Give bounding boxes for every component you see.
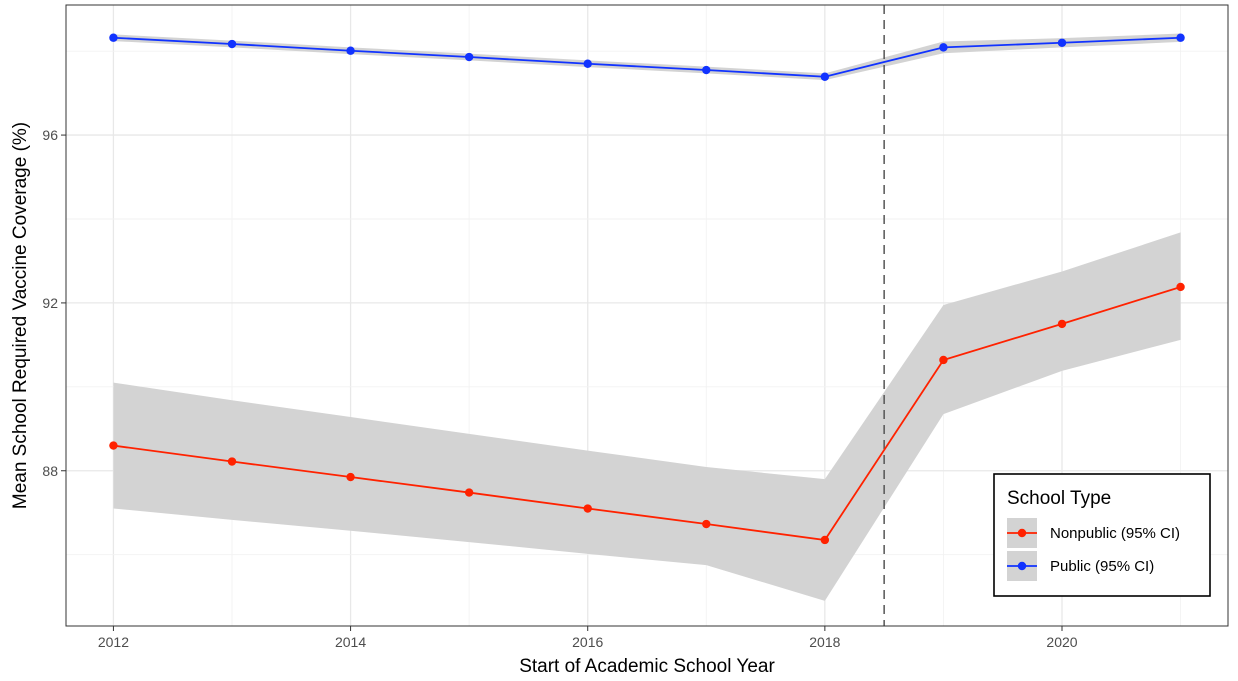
- data-point: [346, 472, 355, 482]
- y-axis-tick-labels: 88 92 96: [42, 127, 58, 479]
- x-tick-label: 2014: [335, 634, 366, 650]
- ci-band: [113, 232, 1181, 601]
- data-point: [820, 72, 830, 81]
- legend-item: Public (95% CI): [1007, 551, 1154, 581]
- data-point: [1176, 33, 1185, 42]
- y-tick-label: 96: [42, 127, 58, 143]
- series-lines: [113, 36, 1181, 541]
- data-point: [464, 488, 474, 497]
- ci-bands: [113, 33, 1181, 601]
- series-line: [113, 36, 1181, 78]
- data-point: [583, 504, 592, 513]
- legend: School Type Nonpublic (95% CI) Public (95…: [993, 473, 1211, 597]
- legend-title: School Type: [1007, 488, 1111, 509]
- legend-item: Nonpublic (95% CI): [1007, 518, 1180, 548]
- panel-border: [65, 4, 1229, 627]
- legend-items: Nonpublic (95% CI) Public (95% CI): [1007, 518, 1180, 581]
- data-point: [1057, 319, 1067, 329]
- data-point: [1057, 38, 1067, 47]
- y-axis-title: Mean School Required Vaccine Coverage (%…: [10, 122, 31, 509]
- y-tick-label: 88: [42, 463, 58, 479]
- x-axis-title: Start of Academic School Year: [519, 656, 775, 677]
- data-point: [939, 355, 948, 365]
- ci-band: [113, 33, 1181, 81]
- legend-key-point: [1017, 528, 1027, 538]
- data-point: [227, 39, 237, 49]
- data-point: [583, 59, 592, 68]
- data-point: [820, 535, 830, 545]
- series-points: [109, 33, 1185, 545]
- x-tick-label: 2016: [572, 634, 603, 650]
- data-point: [346, 46, 355, 55]
- y-tick-label: 92: [42, 295, 58, 311]
- data-point: [702, 519, 711, 529]
- legend-label: Nonpublic (95% CI): [1050, 525, 1180, 542]
- data-point: [939, 43, 948, 52]
- legend-label: Public (95% CI): [1050, 558, 1154, 575]
- x-tick-label: 2018: [809, 634, 840, 650]
- data-point: [464, 52, 474, 62]
- data-point: [227, 457, 237, 466]
- data-point: [1176, 282, 1185, 292]
- legend-key-point: [1017, 561, 1027, 571]
- axis-ticks: [61, 134, 1063, 631]
- data-point: [702, 65, 711, 75]
- data-point: [109, 33, 118, 42]
- x-tick-label: 2012: [98, 634, 129, 650]
- data-point: [109, 441, 118, 450]
- x-tick-label: 2020: [1046, 634, 1077, 650]
- x-axis-tick-labels: 2012 2014 2016 2018 2020: [98, 634, 1078, 650]
- series-line: [113, 286, 1181, 541]
